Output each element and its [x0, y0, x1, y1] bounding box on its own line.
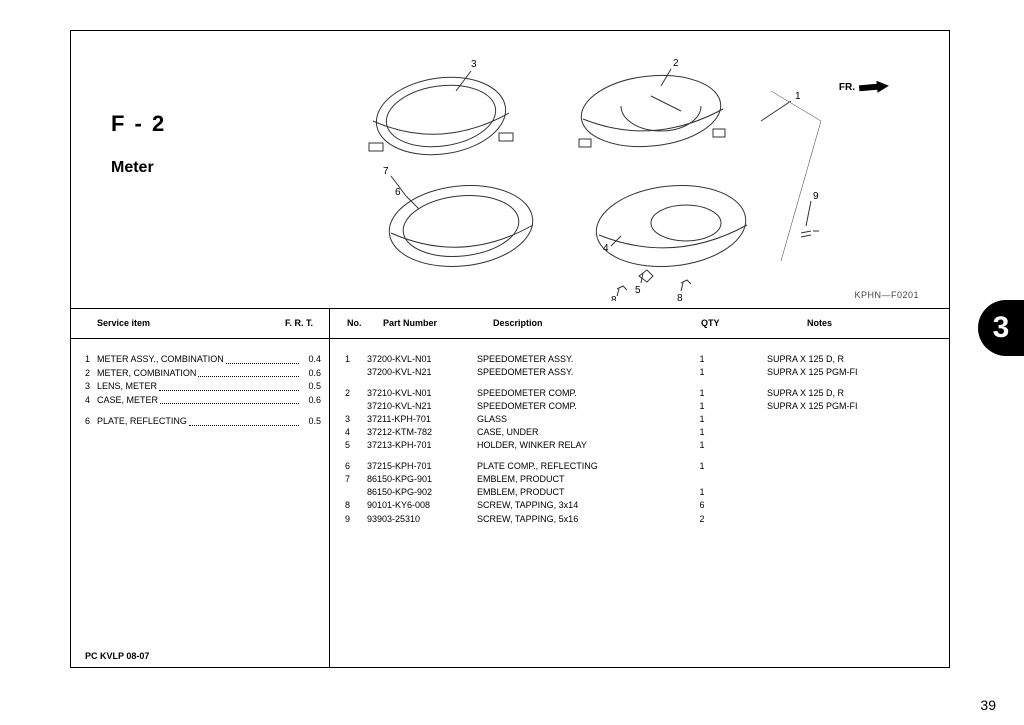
callout-4: 4 [603, 243, 609, 254]
callout-9: 9 [813, 191, 819, 202]
table-header-row: Service item F. R. T. No. Part Number De… [71, 309, 949, 339]
parts-row: 37210-KVL-N21SPEEDOMETER COMP.1SUPRA X 1… [339, 400, 937, 413]
callout-3: 3 [471, 59, 477, 70]
chapter-number: 3 [993, 311, 1010, 345]
parts-row: 137200-KVL-N01SPEEDOMETER ASSY.1SUPRA X … [339, 353, 937, 366]
parts-table-panel: Service item F. R. T. No. Part Number De… [71, 309, 949, 667]
hdr-pn: Part Number [383, 318, 437, 328]
footer-code: PC KVLP 08-07 [85, 651, 149, 661]
callout-5: 5 [635, 285, 641, 296]
parts-row: 890101-KY6-008SCREW, TAPPING, 3x146 [339, 499, 937, 512]
service-item-row: 6PLATE, REFLECTING0.5 [85, 415, 321, 429]
hdr-desc: Description [493, 318, 543, 328]
callout-7: 7 [383, 166, 389, 177]
callout-1: 1 [795, 91, 801, 102]
callout-8b: 8 [611, 295, 617, 301]
hdr-qty: QTY [701, 318, 720, 328]
page-frame: F - 2 Meter FR. [70, 30, 950, 668]
diagram-panel: F - 2 Meter FR. [71, 31, 949, 309]
service-items-list: 1METER ASSY., COMBINATION0.42METER, COMB… [85, 353, 321, 429]
hdr-service-item: Service item [97, 318, 150, 328]
parts-row: 237210-KVL-N01SPEEDOMETER COMP.1SUPRA X … [339, 387, 937, 400]
exploded-diagram: 3 2 1 6 7 4 5 8 8 9 [321, 51, 871, 301]
service-item-row: 4CASE, METER0.6 [85, 394, 321, 408]
diagram-code: KPHN—F0201 [854, 290, 919, 300]
section-code: F - 2 [111, 111, 166, 137]
callout-2: 2 [673, 58, 679, 69]
service-item-row: 3LENS, METER0.5 [85, 380, 321, 394]
callout-6: 6 [395, 187, 401, 198]
parts-row: 537213-KPH-701HOLDER, WINKER RELAY1 [339, 439, 937, 452]
parts-row: 37200-KVL-N21SPEEDOMETER ASSY.1SUPRA X 1… [339, 366, 937, 379]
page-number: 39 [980, 697, 996, 713]
parts-row: 786150-KPG-901EMBLEM, PRODUCT [339, 473, 937, 486]
section-title-block: F - 2 Meter [111, 111, 166, 177]
column-divider [329, 309, 330, 667]
hdr-notes: Notes [807, 318, 832, 328]
parts-list: 137200-KVL-N01SPEEDOMETER ASSY.1SUPRA X … [339, 353, 937, 526]
service-item-row: 2METER, COMBINATION0.6 [85, 367, 321, 381]
section-name: Meter [111, 159, 166, 177]
parts-row: 993903-25310SCREW, TAPPING, 5x162 [339, 513, 937, 526]
parts-row: 337211-KPH-701GLASS1 [339, 413, 937, 426]
service-item-row: 1METER ASSY., COMBINATION0.4 [85, 353, 321, 367]
parts-row: 637215-KPH-701PLATE COMP., REFLECTING1 [339, 460, 937, 473]
parts-row: 86150-KPG-902EMBLEM, PRODUCT1 [339, 486, 937, 499]
chapter-thumb-tab: 3 [978, 300, 1024, 356]
hdr-frt: F. R. T. [285, 318, 313, 328]
parts-row: 437212-KTM-782CASE, UNDER1 [339, 426, 937, 439]
hdr-no: No. [347, 318, 362, 328]
callout-8a: 8 [677, 293, 683, 301]
